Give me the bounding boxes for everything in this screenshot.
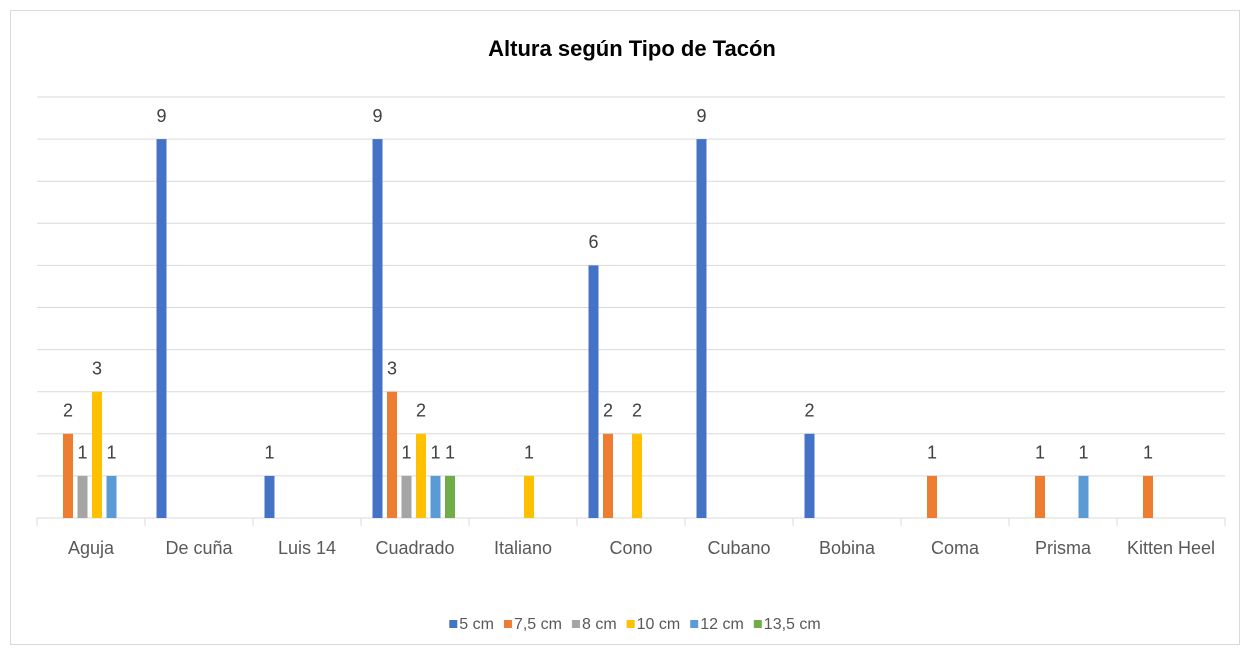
legend-swatch xyxy=(571,620,580,628)
data-label: 9 xyxy=(156,106,166,126)
bar xyxy=(430,475,441,518)
x-tick-label: Bobina xyxy=(819,538,876,558)
data-label: 1 xyxy=(445,443,455,463)
bar xyxy=(92,391,102,518)
legend-swatch xyxy=(753,620,762,628)
legend-swatch xyxy=(690,620,699,628)
x-tick-label: Cuadrado xyxy=(375,538,454,558)
data-label: 2 xyxy=(63,401,73,421)
x-tick-label: Cono xyxy=(609,538,652,558)
data-label: 2 xyxy=(416,401,426,421)
legend-swatch xyxy=(503,620,512,628)
bar xyxy=(632,433,642,518)
x-tick-label: Coma xyxy=(931,538,980,558)
x-tick-label: Aguja xyxy=(68,538,115,558)
x-tick-label: De cuña xyxy=(165,538,233,558)
bar xyxy=(445,475,455,518)
data-label: 1 xyxy=(1035,443,1045,463)
bar xyxy=(77,475,88,518)
bar xyxy=(63,433,73,518)
bar xyxy=(106,475,117,518)
x-tick-label: Italiano xyxy=(494,538,552,558)
bar xyxy=(387,391,397,518)
bar xyxy=(401,475,412,518)
data-label: 9 xyxy=(696,106,706,126)
x-tick-label: Prisma xyxy=(1035,538,1092,558)
data-label: 6 xyxy=(588,232,598,252)
legend-label: 5 cm xyxy=(459,616,494,633)
legend-label: 7,5 cm xyxy=(514,616,562,633)
x-tick-label: Cubano xyxy=(707,538,770,558)
data-label: 1 xyxy=(106,443,116,463)
data-label: 1 xyxy=(1078,443,1088,463)
bar xyxy=(1035,475,1045,518)
bar xyxy=(1143,475,1153,518)
legend-label: 12 cm xyxy=(700,616,744,633)
data-label: 2 xyxy=(804,401,814,421)
data-label: 1 xyxy=(401,443,411,463)
data-label: 1 xyxy=(1143,443,1153,463)
data-label: 3 xyxy=(92,358,102,378)
bar xyxy=(264,475,275,518)
bar xyxy=(603,433,613,518)
data-label: 1 xyxy=(524,443,534,463)
legend-swatch xyxy=(626,620,635,628)
bar xyxy=(696,139,707,518)
legend-swatch xyxy=(449,620,458,628)
bar xyxy=(927,475,937,518)
data-label: 3 xyxy=(387,358,397,378)
data-label: 1 xyxy=(430,443,440,463)
chart-frame xyxy=(10,10,1240,645)
data-label: 2 xyxy=(632,401,642,421)
legend-label: 10 cm xyxy=(637,616,681,633)
data-label: 1 xyxy=(264,443,274,463)
x-tick-label: Luis 14 xyxy=(278,538,336,558)
data-label: 9 xyxy=(372,106,382,126)
data-label: 1 xyxy=(77,443,87,463)
x-tick-label: Kitten Heel xyxy=(1127,538,1215,558)
bar xyxy=(1078,475,1089,518)
legend-label: 13,5 cm xyxy=(764,616,821,633)
bar xyxy=(588,265,599,518)
bar xyxy=(416,433,426,518)
legend-label: 8 cm xyxy=(582,616,617,633)
chart-title: Altura según Tipo de Tacón xyxy=(488,36,776,61)
data-label: 1 xyxy=(927,443,937,463)
data-label: 2 xyxy=(603,401,613,421)
bar xyxy=(156,139,167,518)
bar xyxy=(804,433,815,518)
bar xyxy=(372,139,383,518)
bar xyxy=(524,475,534,518)
